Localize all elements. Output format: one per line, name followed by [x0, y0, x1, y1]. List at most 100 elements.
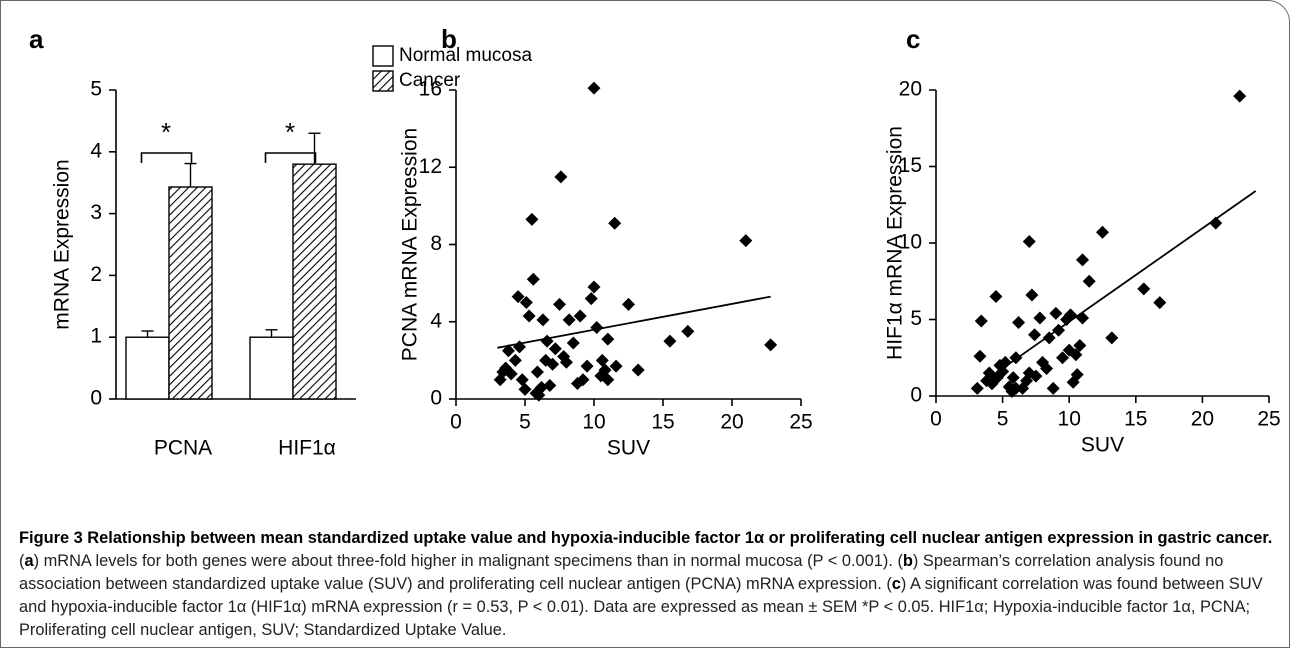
x-tick-label: 0 — [930, 408, 942, 431]
scatter-point — [1046, 381, 1060, 395]
scatter-point — [1025, 288, 1039, 302]
scatter-point — [974, 314, 988, 328]
scatter-point — [601, 332, 615, 346]
y-tick-label: 10 — [899, 231, 922, 254]
x-tick-label: 20 — [1191, 408, 1214, 431]
caption-text: a — [24, 552, 34, 570]
y-tick-label: 5 — [90, 78, 102, 101]
scatter-point — [1137, 282, 1151, 296]
scatter-point — [590, 321, 604, 335]
scatter-point — [576, 373, 590, 387]
scatter-point — [1209, 216, 1223, 230]
scatter-point — [548, 342, 562, 356]
scatter-point — [587, 280, 601, 294]
scatter-point — [1033, 311, 1047, 325]
scatter-point — [584, 292, 598, 306]
y-tick-label: 20 — [899, 78, 922, 101]
scatter-point — [501, 344, 515, 358]
scatter-point — [540, 334, 554, 348]
legend-label: Cancer — [399, 70, 461, 91]
x-tick-label: 10 — [582, 411, 605, 434]
scatter-point — [1076, 253, 1090, 267]
scatter-point — [1042, 331, 1056, 345]
bar — [125, 336, 170, 400]
scatter-point — [764, 338, 778, 352]
scatter-point — [970, 381, 984, 395]
fit-line — [497, 295, 771, 349]
y-axis-label: mRNA Expression — [51, 159, 74, 329]
caption-text: ) A significant correlation was found be… — [19, 575, 1263, 639]
bar — [168, 186, 213, 400]
scatter-point — [996, 365, 1010, 379]
scatter-point — [562, 313, 576, 327]
scatter-point — [553, 297, 566, 311]
scatter-point — [601, 373, 615, 387]
scatter-point — [519, 295, 533, 309]
scatter-point — [1006, 371, 1020, 385]
significance-bracket — [140, 152, 193, 163]
scatter-point — [554, 170, 568, 184]
scatter-point — [1233, 89, 1247, 103]
significance-mark: * — [161, 117, 171, 147]
x-tick-label: 25 — [1257, 408, 1280, 431]
caption-text: b — [902, 552, 913, 570]
y-tick-label: 2 — [90, 263, 102, 286]
scatter-point — [1076, 311, 1090, 325]
panel-letter: b — [441, 24, 457, 54]
caption: Figure 3 Relationship between mean stand… — [19, 527, 1274, 642]
caption-text: c — [891, 575, 901, 593]
y-tick-label: 5 — [910, 307, 922, 330]
scatter-point — [1082, 274, 1096, 288]
panel-letter: a — [29, 24, 44, 54]
scatter-point — [530, 365, 544, 379]
scatter-point — [522, 309, 536, 323]
scatter-point — [559, 355, 573, 369]
legend-swatch — [372, 45, 394, 67]
scatter-point — [546, 357, 560, 371]
panel-letter: c — [906, 24, 920, 54]
scatter-point — [1056, 351, 1070, 365]
scatter-point — [1153, 296, 1167, 310]
scatter-point — [681, 324, 695, 338]
y-tick-label: 16 — [419, 78, 442, 101]
scatter-point — [1096, 225, 1109, 239]
scatter-point — [1012, 316, 1026, 330]
y-axis-label: PCNA mRNA Expression — [399, 128, 422, 361]
x-tick-label: PCNA — [154, 437, 212, 460]
scatter-point — [1009, 381, 1023, 395]
y-tick-label: 12 — [419, 155, 442, 178]
scatter-point — [1029, 369, 1043, 383]
scatter-point — [663, 334, 677, 348]
x-tick-label: 10 — [1058, 408, 1081, 431]
scatter-point — [573, 309, 587, 323]
fit-line — [988, 190, 1257, 379]
scatter-point — [511, 290, 525, 304]
scatter-point — [1028, 328, 1042, 342]
x-tick-label: 15 — [1124, 408, 1147, 431]
x-axis-label: SUV — [1081, 434, 1124, 457]
scatter-point — [1073, 339, 1087, 353]
scatter-point — [515, 373, 529, 387]
x-tick-label: 15 — [651, 411, 674, 434]
scatter-point — [525, 212, 539, 226]
scatter-point — [739, 234, 753, 248]
scatter-point — [989, 290, 1003, 304]
y-axis-label: HIF1α mRNA Expression — [884, 126, 907, 360]
x-tick-label: 20 — [720, 411, 743, 434]
scatter-point — [622, 297, 635, 311]
legend-label: Normal mucosa — [399, 45, 532, 66]
significance-bracket — [264, 152, 317, 163]
scatter-point — [609, 359, 623, 373]
scatter-point — [587, 81, 601, 95]
scatter-point — [504, 367, 518, 381]
scatter-point — [608, 216, 622, 230]
x-tick-label: 5 — [997, 408, 1009, 431]
scatter-point — [1022, 234, 1036, 248]
y-tick-label: 0 — [430, 387, 442, 410]
caption-text: ( — [19, 552, 25, 570]
x-tick-label: 5 — [519, 411, 531, 434]
x-tick-label: 0 — [450, 411, 462, 434]
scatter-point — [580, 359, 594, 373]
scatter-point — [1070, 368, 1084, 382]
